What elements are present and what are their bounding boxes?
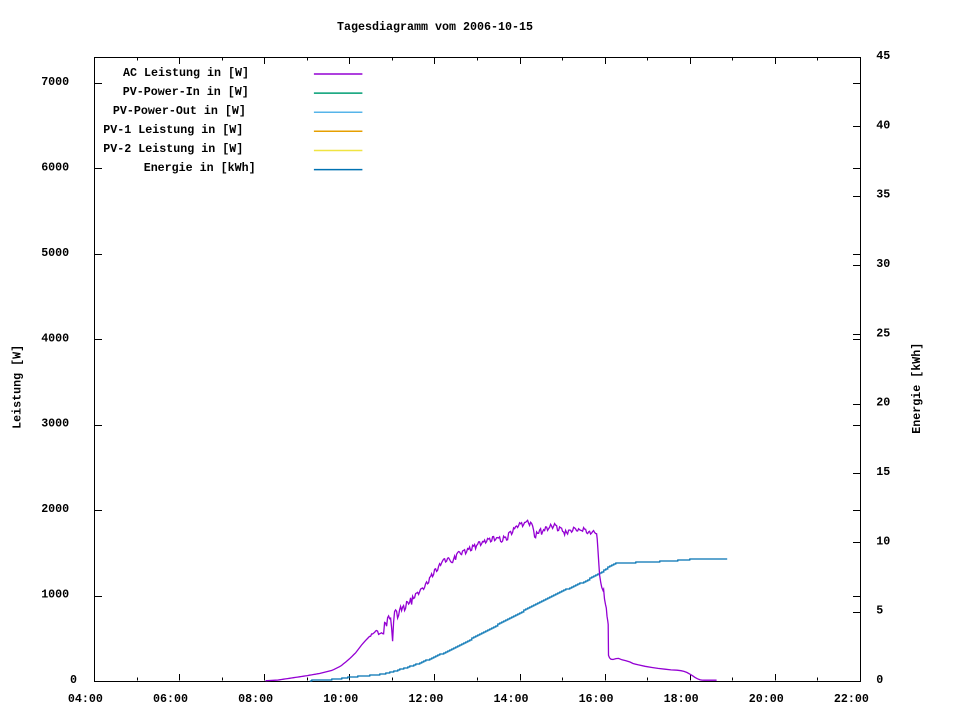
svg-text:AC Leistung in [W]: AC Leistung in [W] (123, 66, 249, 80)
svg-text:Leistung [W]: Leistung [W] (11, 345, 25, 429)
svg-text:10: 10 (876, 534, 890, 548)
svg-text:15: 15 (876, 465, 890, 479)
svg-text:04:00: 04:00 (68, 692, 103, 706)
svg-text:20: 20 (876, 396, 890, 410)
svg-text:16:00: 16:00 (579, 692, 614, 706)
svg-text:Energie in [kWh]: Energie in [kWh] (144, 161, 256, 175)
svg-text:30: 30 (876, 257, 890, 271)
svg-text:PV-2 Leistung in [W]: PV-2 Leistung in [W] (103, 142, 243, 156)
svg-text:08:00: 08:00 (238, 692, 273, 706)
svg-text:5000: 5000 (41, 246, 69, 260)
svg-text:06:00: 06:00 (153, 692, 188, 706)
svg-text:0: 0 (876, 673, 883, 687)
svg-text:3000: 3000 (41, 417, 69, 431)
svg-text:7000: 7000 (41, 75, 69, 89)
svg-text:14:00: 14:00 (493, 692, 528, 706)
svg-text:12:00: 12:00 (408, 692, 443, 706)
svg-text:10:00: 10:00 (323, 692, 358, 706)
svg-text:40: 40 (876, 118, 890, 132)
svg-text:Tagesdiagramm vom 2006-10-15: Tagesdiagramm vom 2006-10-15 (337, 20, 533, 34)
svg-text:5: 5 (876, 604, 883, 618)
svg-text:1000: 1000 (41, 588, 69, 602)
svg-text:6000: 6000 (41, 160, 69, 174)
svg-text:45: 45 (876, 49, 890, 63)
svg-text:PV-Power-In in [W]: PV-Power-In in [W] (123, 85, 249, 99)
svg-text:18:00: 18:00 (664, 692, 699, 706)
svg-text:4000: 4000 (41, 331, 69, 345)
svg-text:Energie [kWh]: Energie [kWh] (910, 343, 924, 434)
svg-text:22:00: 22:00 (834, 692, 869, 706)
svg-text:25: 25 (876, 326, 890, 340)
svg-text:0: 0 (70, 673, 77, 687)
svg-text:2000: 2000 (41, 502, 69, 516)
svg-text:20:00: 20:00 (749, 692, 784, 706)
svg-text:PV-Power-Out in [W]: PV-Power-Out in [W] (113, 104, 246, 118)
svg-text:PV-1 Leistung in [W]: PV-1 Leistung in [W] (103, 123, 243, 137)
svg-text:35: 35 (876, 188, 890, 202)
